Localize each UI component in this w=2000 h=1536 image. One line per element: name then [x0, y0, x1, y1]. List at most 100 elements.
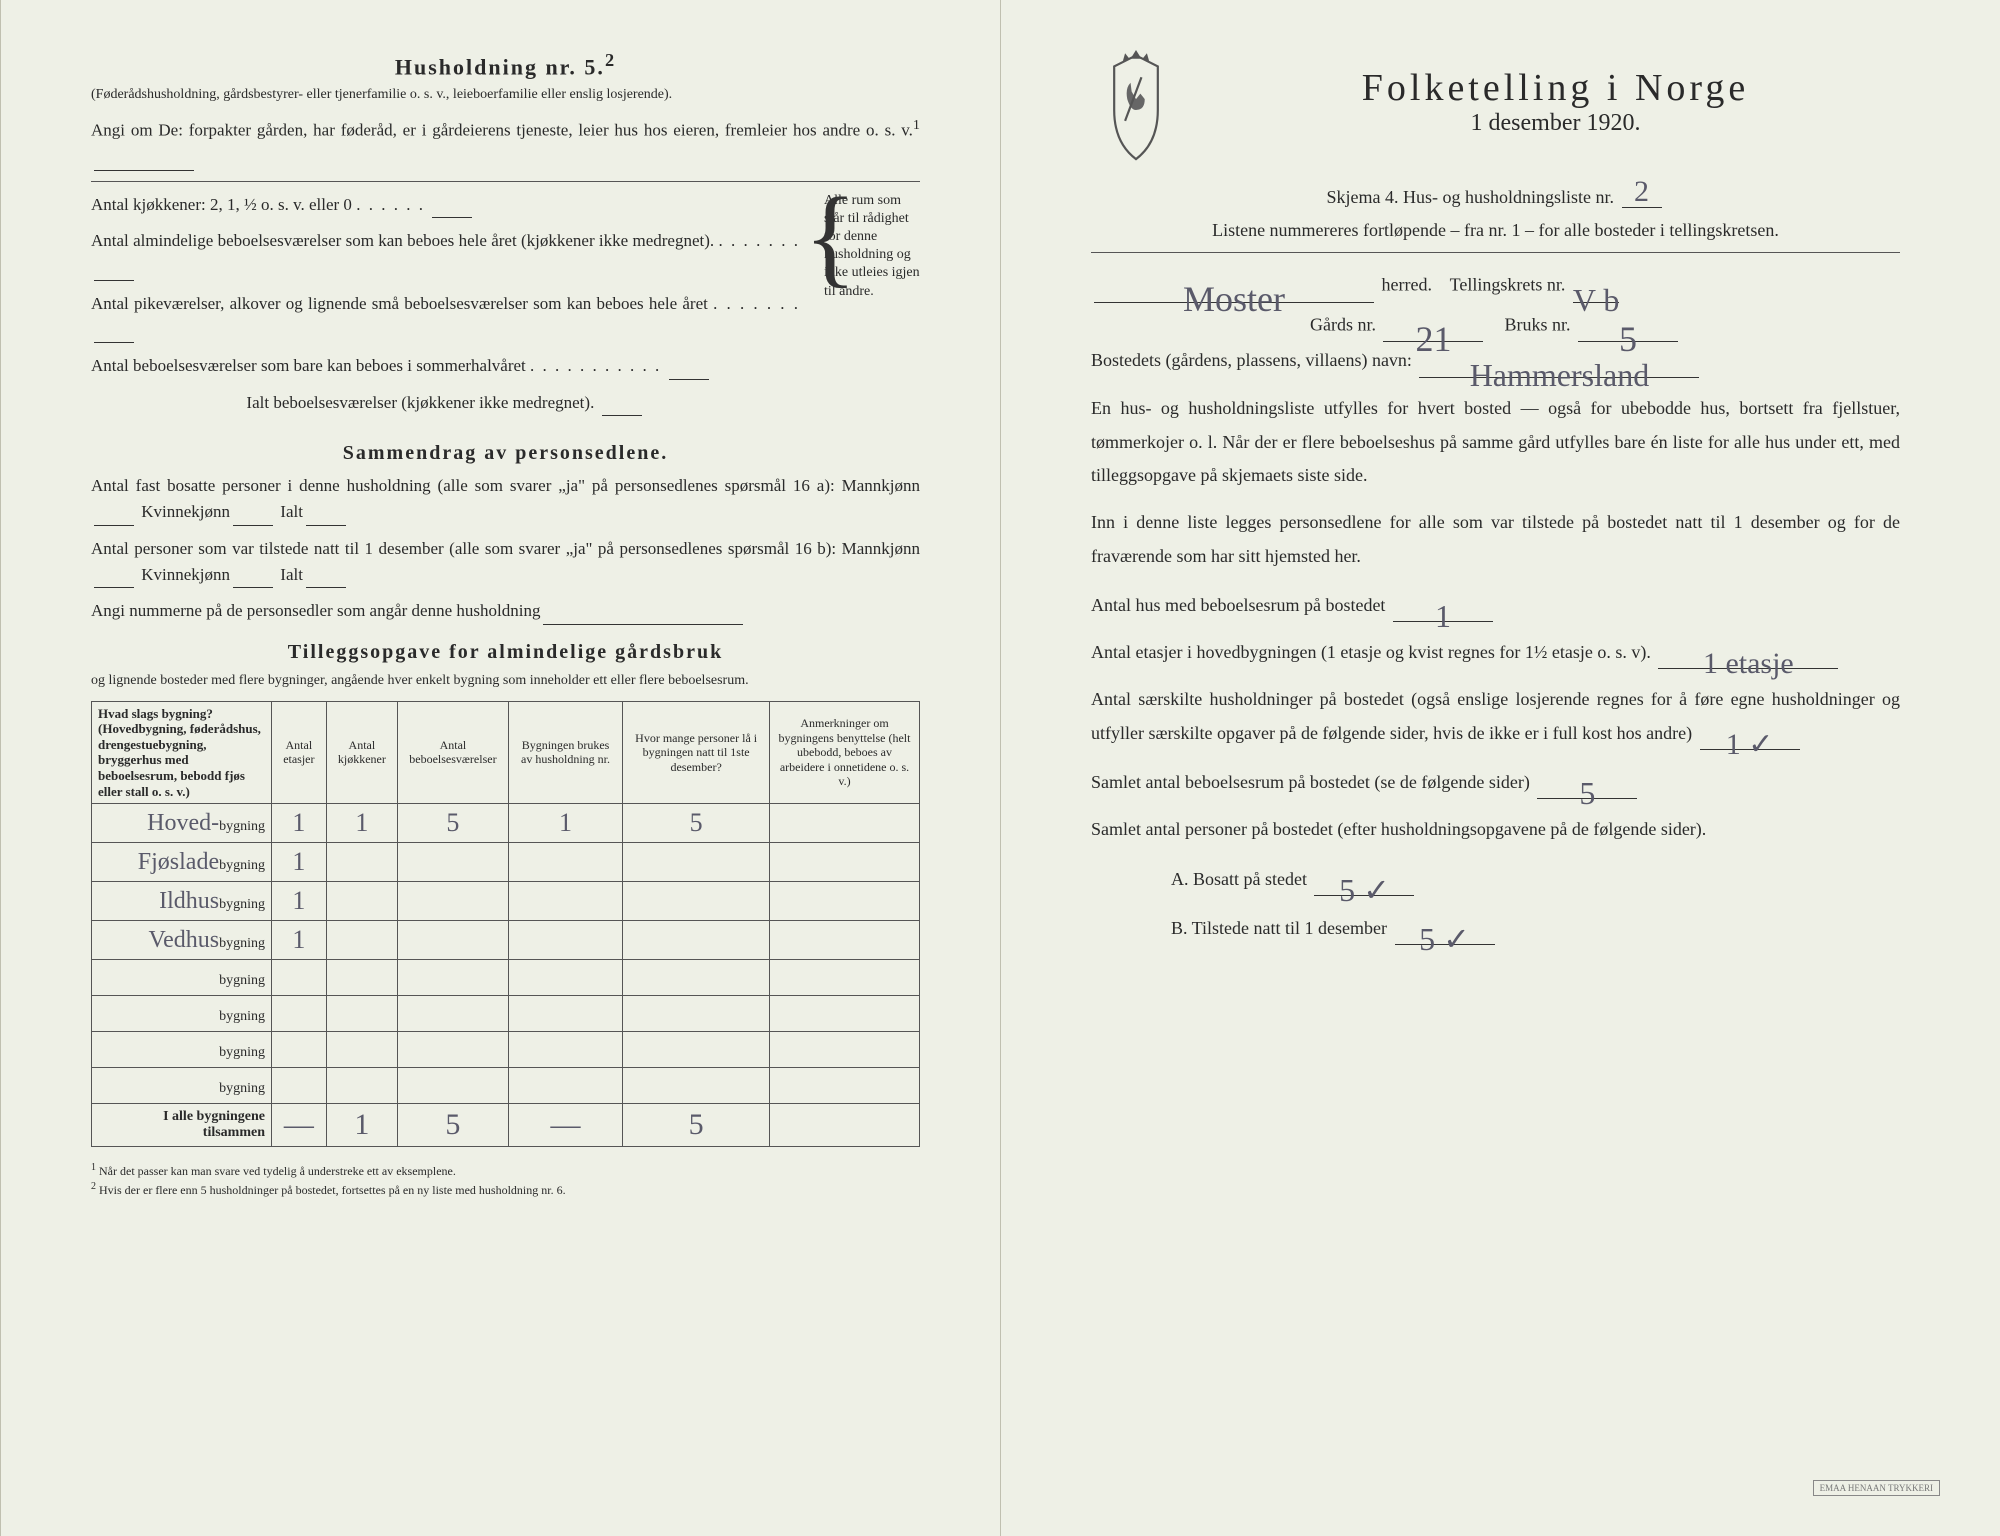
cell — [326, 996, 397, 1032]
q-rum: Samlet antal beboelsesrum på bostedet (s… — [1091, 764, 1900, 799]
para2: Inn i denne liste legges personsedlene f… — [1091, 506, 1900, 573]
left-intro: (Føderådshusholdning, gårdsbestyrer- ell… — [91, 86, 920, 105]
cell — [398, 882, 509, 921]
cell — [770, 1032, 920, 1068]
th-kjokken: Antal kjøkkener — [326, 701, 397, 804]
q-etasje: Antal etasjer i hovedbygningen (1 etasje… — [1091, 636, 1900, 669]
table-row: bygning — [92, 960, 920, 996]
cell — [508, 960, 623, 996]
sub-date: 1 desember 1920. — [1211, 110, 1900, 137]
row-label: bygning — [92, 1032, 272, 1068]
table-row: Fjøsladebygning1 — [92, 843, 920, 882]
table-row: bygning — [92, 1068, 920, 1104]
q-hus-val: 1 — [1393, 587, 1493, 622]
divider-right — [1091, 252, 1900, 253]
cell — [272, 1032, 327, 1068]
liste-nr-value: 2 — [1622, 175, 1662, 208]
cell — [623, 996, 770, 1032]
bosted-value: Hammersland — [1419, 343, 1699, 378]
cell — [398, 996, 509, 1032]
th-type: Hvad slags bygning? (Hovedbygning, føder… — [92, 701, 272, 804]
cell — [623, 843, 770, 882]
q-b: B. Tilstede natt til 1 desember 5 ✓ — [1171, 910, 1900, 945]
herred-line: Moster herred. Tellingskrets nr. V b — [1091, 263, 1900, 303]
row-label: bygning — [92, 1068, 272, 1104]
rooms-a: Antal almindelige beboelsesværelser som … — [91, 228, 800, 281]
right-page: Folketelling i Norge 1 desember 1920. Sk… — [1000, 0, 2000, 1536]
cell — [272, 1068, 327, 1104]
rooms-block: Antal kjøkkener: 2, 1, ½ o. s. v. eller … — [91, 192, 920, 426]
q-a: A. Bosatt på stedet 5 ✓ — [1171, 861, 1900, 896]
cell: 1 — [508, 804, 623, 843]
th-brukes: Bygningen brukes av husholdning nr. — [508, 701, 623, 804]
gards-nr: 21 — [1383, 303, 1483, 343]
cell — [770, 804, 920, 843]
cell — [770, 960, 920, 996]
nummerne-line: Angi nummerne på de personsedler som ang… — [91, 598, 920, 624]
row-label: bygning — [92, 996, 272, 1032]
cell — [508, 996, 623, 1032]
th-etasjer: Antal etasjer — [272, 701, 327, 804]
total-label: I alle bygningene tilsammen — [92, 1104, 272, 1147]
cell: 1 — [326, 804, 397, 843]
cell — [623, 960, 770, 996]
bruks-nr: 5 — [1578, 303, 1678, 343]
cell — [770, 996, 920, 1032]
listenote: Listene nummereres fortløpende – fra nr.… — [1091, 218, 1900, 242]
q-rum-val: 5 — [1537, 764, 1637, 799]
cell — [326, 960, 397, 996]
cell — [623, 882, 770, 921]
q-hus: Antal hus med beboelsesrum på bostedet 1 — [1091, 587, 1900, 622]
th-beboelse: Antal beboelsesværelser — [398, 701, 509, 804]
cell — [623, 1032, 770, 1068]
cell — [326, 882, 397, 921]
bosted-line: Bostedets (gårdens, plassens, villaens) … — [1091, 342, 1900, 378]
cell — [398, 1032, 509, 1068]
cell — [508, 1032, 623, 1068]
cell — [508, 843, 623, 882]
row-label: Ildhusbygning — [92, 882, 272, 921]
cell — [398, 1068, 509, 1104]
row-label: Vedhusbygning — [92, 921, 272, 960]
q-hush: Antal særskilte husholdninger på bostede… — [1091, 683, 1900, 750]
table-row: bygning — [92, 1032, 920, 1068]
printer-stamp: EMAA HENAAN TRYKKERI — [1813, 1480, 1940, 1496]
row-label: bygning — [92, 960, 272, 996]
rooms-total: Ialt beboelsesværelser (kjøkkener ikke m… — [91, 390, 800, 416]
cell — [272, 960, 327, 996]
cell — [508, 921, 623, 960]
cell: 1 — [272, 843, 327, 882]
cell — [508, 1068, 623, 1104]
cell — [623, 921, 770, 960]
cell — [326, 1068, 397, 1104]
cell — [326, 843, 397, 882]
coat-of-arms-icon — [1091, 50, 1181, 175]
angi-line: Angi om De: forpakter gården, har føderå… — [91, 115, 920, 170]
sammendrag-title: Sammendrag av personsedlene. — [91, 442, 920, 465]
footnotes: 1 Når det passer kan man svare ved tydel… — [91, 1161, 920, 1198]
q-pers: Samlet antal personer på bostedet (efter… — [1091, 813, 1900, 846]
q-etasje-val: 1 etasje — [1658, 636, 1838, 669]
row-label: Hoved-bygning — [92, 804, 272, 843]
left-title: Husholdning nr. 5.2 — [91, 50, 920, 80]
cell — [770, 843, 920, 882]
cell — [623, 1068, 770, 1104]
cell — [508, 882, 623, 921]
divider — [91, 181, 920, 182]
cell — [770, 921, 920, 960]
cell — [770, 1068, 920, 1104]
herred-value: Moster — [1094, 263, 1374, 303]
q-hush-val: 1 ✓ — [1700, 717, 1800, 750]
cell: 1 — [272, 882, 327, 921]
cell — [272, 996, 327, 1032]
cell — [770, 882, 920, 921]
left-page: Husholdning nr. 5.2 (Føderådshusholdning… — [0, 0, 1000, 1536]
q-a-val: 5 ✓ — [1314, 861, 1414, 896]
cell — [326, 1032, 397, 1068]
table-row: bygning — [92, 996, 920, 1032]
skjema-line: Skjema 4. Hus- og husholdningsliste nr. … — [1091, 175, 1900, 208]
headline: Folketelling i Norge — [1211, 66, 1900, 110]
cell: 1 — [272, 921, 327, 960]
table-row: Vedhusbygning1 — [92, 921, 920, 960]
rooms-c: Antal beboelsesværelser som bare kan beb… — [91, 353, 800, 379]
